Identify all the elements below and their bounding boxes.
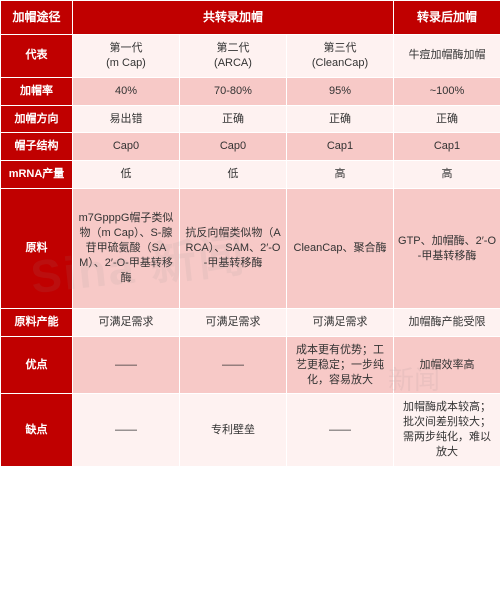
table-row: 加帽方向易出错正确正确正确 <box>1 105 500 133</box>
capping-comparison-table: Sina 新闻 新闻 加帽途径 共转录加帽 转录后加帽 代表第一代(m Cap)… <box>0 0 500 467</box>
cell: 高 <box>287 161 394 189</box>
cell: 专利壁垒 <box>180 394 287 466</box>
cell: ~100% <box>394 77 500 105</box>
col-header-posttranscriptional: 转录后加帽 <box>394 1 500 35</box>
cell: —— <box>73 394 180 466</box>
cell: 可满足需求 <box>180 309 287 337</box>
table-row: 代表第一代(m Cap)第二代(ARCA)第三代(CleanCap)牛痘加帽酶加… <box>1 35 500 78</box>
cell: 加帽酶产能受限 <box>394 309 500 337</box>
table-row: 帽子结构Cap0Cap0Cap1Cap1 <box>1 133 500 161</box>
cell: 高 <box>394 161 500 189</box>
cell: Cap1 <box>287 133 394 161</box>
row-header: 帽子结构 <box>1 133 73 161</box>
table-row: 加帽率40%70-80%95%~100% <box>1 77 500 105</box>
cell: GTP、加帽酶、2′-O-甲基转移酶 <box>394 189 500 309</box>
cell: 正确 <box>180 105 287 133</box>
cell: —— <box>73 336 180 394</box>
cell: 成本更有优势；工艺更稳定；一步纯化，容易放大 <box>287 336 394 394</box>
cell: 低 <box>73 161 180 189</box>
cell: 第一代(m Cap) <box>73 35 180 78</box>
table-body: 代表第一代(m Cap)第二代(ARCA)第三代(CleanCap)牛痘加帽酶加… <box>1 35 500 467</box>
cell: 40% <box>73 77 180 105</box>
cell: 第三代(CleanCap) <box>287 35 394 78</box>
header-row: 加帽途径 共转录加帽 转录后加帽 <box>1 1 500 35</box>
row-header: 加帽方向 <box>1 105 73 133</box>
row-header: 缺点 <box>1 394 73 466</box>
cell: Cap0 <box>73 133 180 161</box>
cell: 可满足需求 <box>73 309 180 337</box>
row-header: 优点 <box>1 336 73 394</box>
cell: Cap0 <box>180 133 287 161</box>
cell: 易出错 <box>73 105 180 133</box>
row-header: 代表 <box>1 35 73 78</box>
table-row: mRNA产量低低高高 <box>1 161 500 189</box>
table-row: 优点————成本更有优势；工艺更稳定；一步纯化，容易放大加帽效率高 <box>1 336 500 394</box>
table-row: 原料产能可满足需求可满足需求可满足需求加帽酶产能受限 <box>1 309 500 337</box>
cell: CleanCap、聚合酶 <box>287 189 394 309</box>
row-header: mRNA产量 <box>1 161 73 189</box>
cell: —— <box>287 394 394 466</box>
table-row: 缺点——专利壁垒——加帽酶成本较高；批次间差别较大；需两步纯化，难以放大 <box>1 394 500 466</box>
table: 加帽途径 共转录加帽 转录后加帽 代表第一代(m Cap)第二代(ARCA)第三… <box>0 0 500 467</box>
cell: 加帽酶成本较高；批次间差别较大；需两步纯化，难以放大 <box>394 394 500 466</box>
table-row: 原料m7GpppG帽子类似物（m Cap）、S-腺苷甲硫氨酸（SAM）、2′-O… <box>1 189 500 309</box>
col-header-route: 加帽途径 <box>1 1 73 35</box>
cell: 正确 <box>394 105 500 133</box>
cell: 加帽效率高 <box>394 336 500 394</box>
cell: 抗反向帽类似物（ARCA）、SAM、2′-O-甲基转移酶 <box>180 189 287 309</box>
cell: m7GpppG帽子类似物（m Cap）、S-腺苷甲硫氨酸（SAM）、2′-O-甲… <box>73 189 180 309</box>
cell: Cap1 <box>394 133 500 161</box>
row-header: 加帽率 <box>1 77 73 105</box>
cell: 70-80% <box>180 77 287 105</box>
cell: 低 <box>180 161 287 189</box>
cell: 正确 <box>287 105 394 133</box>
cell: 第二代(ARCA) <box>180 35 287 78</box>
row-header: 原料产能 <box>1 309 73 337</box>
cell: —— <box>180 336 287 394</box>
col-header-cotranscriptional: 共转录加帽 <box>73 1 394 35</box>
cell: 可满足需求 <box>287 309 394 337</box>
row-header: 原料 <box>1 189 73 309</box>
cell: 95% <box>287 77 394 105</box>
cell: 牛痘加帽酶加帽 <box>394 35 500 78</box>
